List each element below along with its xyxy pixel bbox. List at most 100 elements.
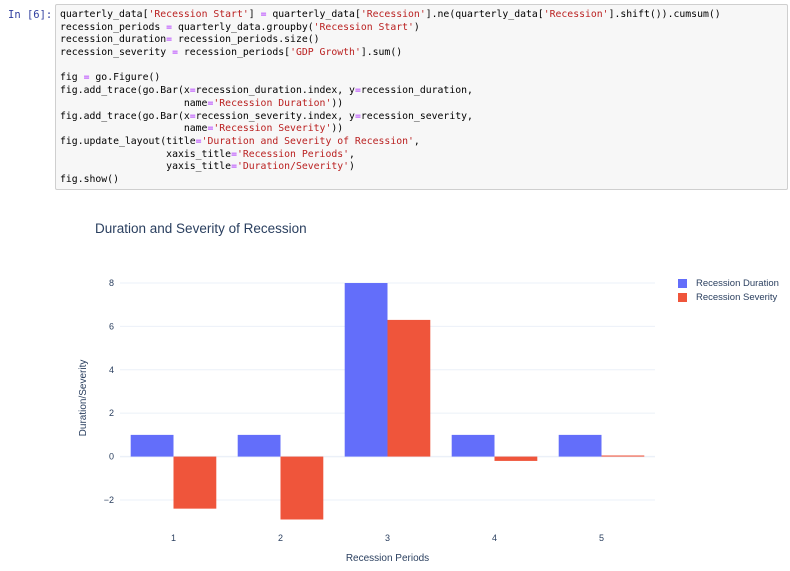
x-tick-label: 3 [385,533,390,543]
code-token: )) [331,123,344,135]
code-token: = [354,110,361,122]
bar-severity[interactable] [601,455,645,457]
code-token: , [413,135,420,147]
code-line: yaxis_title='Duration/Severity') [60,161,783,174]
code-token: 'GDP Growth' [290,47,361,59]
y-axis-title: Duration/Severity [78,360,89,437]
legend-swatch-duration [678,278,687,288]
bar-duration[interactable] [237,434,281,457]
x-tick-label: 2 [278,533,283,543]
bar-severity[interactable] [387,319,431,457]
legend-label-duration: Recession Duration [696,277,779,289]
bar-severity[interactable] [494,456,538,461]
y-tick-label: 2 [109,408,114,418]
chart-legend[interactable]: Recession Duration Recession Severity [678,276,779,304]
cell-output: Duration and Severity of Recession −2 0 2 4… [55,200,790,571]
code-token: = [166,21,173,33]
code-line: fig.update_layout(title='Duration and Se… [60,136,783,149]
code-token: ].ne(quarterly_data[ [425,9,544,20]
code-token: = [231,161,237,173]
y-tick-label: 4 [109,365,114,375]
code-token: fig [60,72,84,84]
code-token: , [349,148,355,160]
bar-chart[interactable]: −2 0 2 4 6 8 1 2 3 4 5 Recession Periods Duration/Se… [55,200,790,571]
code-token: ) [349,161,355,173]
code-token: quarterly_data[ [266,9,361,20]
code-line: xaxis_title='Recession Periods', [60,149,783,162]
code-line: fig.show() [60,174,783,187]
code-cell[interactable]: quarterly_data['Recession Start'] = quar… [55,4,788,190]
x-axis-title: Recession Periods [346,553,429,564]
code-token: ] [248,9,261,20]
code-line: name='Recession Severity')) [60,123,783,136]
code-token: recession_duration.index, y [195,85,355,97]
bar-severity[interactable] [280,456,324,520]
x-tick-label: 5 [599,533,604,543]
code-token: 'Recession' [543,9,609,20]
code-token: recession_periods[ [177,47,291,59]
code-token: quarterly_data[ [60,9,149,20]
code-token: = [231,148,237,160]
code-token: = [207,97,214,109]
code-token: ) [413,21,420,33]
y-tick-label: 0 [109,452,114,462]
code-token: recession_severity.index, y [195,110,355,122]
code-token: )) [331,97,344,109]
code-token: 'Recession Periods' [236,148,350,160]
legend-item-duration[interactable]: Recession Duration [678,276,779,290]
code-token: recession_duration, [360,85,473,97]
code-token: 'Recession Duration' [213,97,332,109]
code-token: = [189,85,196,97]
code-token: recession_severity, [360,110,473,122]
code-token: xaxis_title [60,148,232,160]
code-token: 'Duration/Severity' [236,161,350,173]
code-token: recession_duration [60,34,167,46]
code-token: 'Recession Severity' [213,123,332,135]
code-token: = [166,34,173,46]
code-token: go.Figure() [89,72,161,84]
code-token: recession_periods.size() [172,34,320,46]
bar-duration[interactable] [130,434,174,457]
code-token: recession_severity [60,47,173,59]
code-token: = [83,72,90,84]
y-tick-label: 8 [109,278,114,288]
bar-duration[interactable] [558,434,602,457]
code-token: ].shift()).cumsum() [608,9,721,20]
code-token: = [189,110,196,122]
code-token: fig.add_trace(go.Bar(x [60,85,190,97]
x-tick-label: 1 [171,533,176,543]
code-token: = [195,135,202,147]
code-token: 'Recession Start' [148,9,249,20]
code-token: recession_periods [60,21,167,33]
code-token: name [60,123,208,135]
legend-item-severity[interactable]: Recession Severity [678,290,779,304]
code-token: yaxis_title [60,161,232,173]
y-tick-label: −2 [104,495,114,505]
bar-duration[interactable] [451,434,495,457]
code-token: fig.update_layout(title [60,135,196,147]
chart-title: Duration and Severity of Recession [95,221,307,236]
code-line: recession_periods = quarterly_data.group… [60,22,783,35]
code-token: fig.show() [60,173,119,185]
code-token: = [172,47,178,59]
code-token: ].sum() [360,47,403,59]
code-token: = [354,85,361,97]
code-token: = [260,9,267,20]
code-line: recession_severity = recession_periods['… [60,47,783,60]
code-token: fig.add_trace(go.Bar(x [60,110,190,122]
code-line: name='Recession Duration')) [60,98,783,111]
x-tick-label: 4 [492,533,497,543]
bar-severity[interactable] [173,456,217,509]
y-tick-label: 6 [109,321,114,331]
code-line: fig.add_trace(go.Bar(x=recession_duratio… [60,85,783,98]
code-line: fig = go.Figure() [60,72,783,85]
code-token: quarterly_data.groupby( [172,21,314,33]
bar-duration[interactable] [344,283,388,457]
code-line: recession_duration= recession_periods.si… [60,34,783,47]
code-line [60,60,783,73]
code-line: quarterly_data['Recession Start'] = quar… [60,9,783,22]
code-token: 'Duration and Severity of Recession' [201,135,414,147]
legend-swatch-severity [678,292,687,302]
cell-prompt: In [6]: [8,9,53,21]
code-token: name [60,97,208,109]
